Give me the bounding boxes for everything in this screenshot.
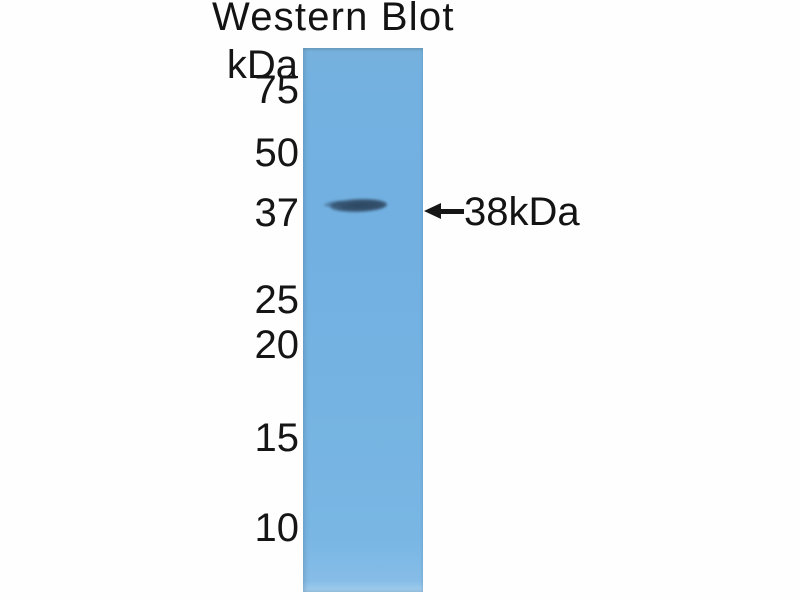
left-arrow-head bbox=[424, 203, 441, 219]
ladder-marker-50: 50 bbox=[254, 131, 300, 175]
ladder-marker-10: 10 bbox=[254, 506, 300, 550]
figure-title: Western Blot bbox=[212, 0, 455, 39]
ladder-marker-25: 25 bbox=[254, 278, 300, 322]
left-arrow-shaft bbox=[438, 209, 464, 214]
ladder-marker-75: 75 bbox=[254, 68, 300, 112]
left-arrow-icon bbox=[424, 192, 464, 232]
protein-band bbox=[329, 198, 388, 213]
ladder-marker-20: 20 bbox=[254, 323, 300, 367]
unit-label: kDa bbox=[226, 43, 298, 87]
band-annotation-label: 38kDa bbox=[464, 190, 580, 234]
ladder-marker-15: 15 bbox=[254, 416, 300, 460]
ladder-marker-37: 37 bbox=[254, 191, 300, 235]
blot-lane bbox=[303, 48, 423, 592]
